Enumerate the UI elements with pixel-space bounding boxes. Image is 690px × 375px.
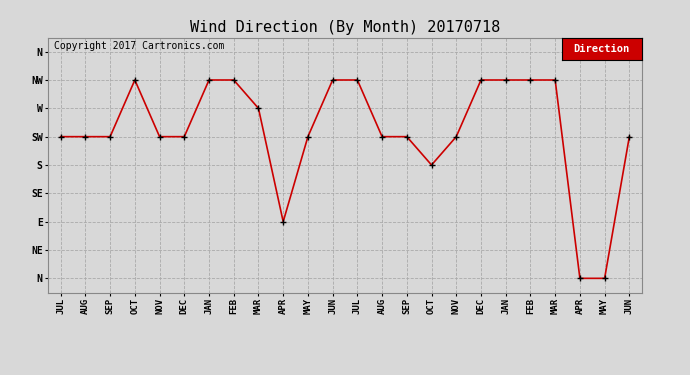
Title: Wind Direction (By Month) 20170718: Wind Direction (By Month) 20170718: [190, 20, 500, 35]
Text: Copyright 2017 Cartronics.com: Copyright 2017 Cartronics.com: [55, 41, 225, 51]
